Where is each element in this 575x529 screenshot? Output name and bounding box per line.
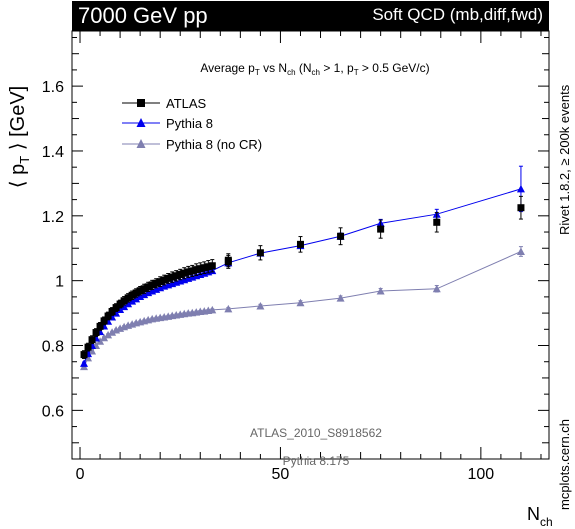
axis-ticks bbox=[72, 31, 549, 460]
legend: ATLAS Pythia 8 Pythia 8 (no CR) bbox=[122, 96, 262, 152]
chart-title: Average pT vs Nch (Nch > 1, pT > 0.5 GeV… bbox=[200, 61, 429, 77]
data-point bbox=[96, 337, 105, 345]
data-point bbox=[152, 279, 160, 287]
data-point bbox=[88, 336, 96, 344]
data-point bbox=[116, 305, 125, 314]
y-tick-label: 0.8 bbox=[42, 339, 64, 356]
data-point bbox=[88, 347, 97, 355]
axis-tick-labels: 0.6 0.8 1 1.2 1.4 1.6 0 50 100 bbox=[42, 79, 495, 483]
data-point bbox=[80, 359, 89, 367]
data-point bbox=[140, 285, 148, 293]
data-point bbox=[192, 266, 200, 274]
data-point bbox=[104, 312, 112, 320]
data-point bbox=[108, 328, 117, 336]
data-point bbox=[377, 225, 385, 233]
data-point bbox=[376, 287, 385, 295]
data-point bbox=[296, 240, 304, 248]
x-tick-label: 0 bbox=[76, 466, 85, 483]
mcplots-label: mcplots.cern.ch bbox=[557, 419, 572, 510]
data-layer bbox=[80, 165, 525, 371]
data-point bbox=[124, 299, 133, 308]
header-banner: 7000 GeV pp Soft QCD (mb,diff,fwd) bbox=[72, 1, 549, 31]
y-tick-label: 1 bbox=[55, 274, 64, 291]
data-point bbox=[196, 265, 204, 273]
legend-label-pythia8: Pythia 8 bbox=[166, 116, 213, 131]
data-point bbox=[132, 289, 140, 297]
rivet-label: Rivet 1.8.2, ≥ 200k events bbox=[557, 84, 572, 235]
data-point bbox=[124, 294, 132, 302]
data-point bbox=[156, 278, 164, 286]
data-point bbox=[108, 307, 116, 315]
data-point bbox=[120, 302, 129, 311]
data-point bbox=[100, 333, 109, 342]
y-tick-label: 1.4 bbox=[42, 144, 64, 161]
data-point bbox=[148, 281, 156, 289]
x-tick-label: 50 bbox=[272, 466, 290, 483]
data-point bbox=[517, 204, 525, 212]
legend-item-atlas: ATLAS bbox=[122, 96, 207, 111]
data-point bbox=[96, 322, 104, 330]
legend-label-atlas: ATLAS bbox=[166, 96, 207, 111]
data-point bbox=[136, 292, 145, 301]
data-point bbox=[84, 343, 92, 351]
data-point bbox=[256, 301, 265, 310]
data-point bbox=[144, 283, 152, 291]
plot-frame bbox=[71, 30, 550, 460]
data-point bbox=[516, 247, 525, 255]
y-tick-label: 0.6 bbox=[42, 403, 64, 420]
data-point bbox=[136, 287, 144, 295]
data-point bbox=[160, 276, 168, 284]
data-point bbox=[140, 290, 149, 299]
series-pythia8_nocr bbox=[80, 246, 525, 371]
data-point bbox=[176, 271, 184, 279]
data-point bbox=[433, 218, 441, 226]
data-point bbox=[100, 317, 108, 325]
analysis-id: ATLAS_2010_S8918562 bbox=[250, 426, 382, 440]
data-point bbox=[180, 269, 188, 277]
data-point bbox=[224, 258, 232, 266]
series-pythia8 bbox=[80, 165, 525, 367]
data-point bbox=[208, 262, 216, 270]
legend-label-pythia8-nocr: Pythia 8 (no CR) bbox=[166, 137, 262, 152]
data-point bbox=[104, 330, 113, 339]
data-point bbox=[200, 264, 208, 272]
data-point bbox=[204, 263, 212, 271]
data-point bbox=[128, 291, 136, 299]
legend-item-pythia8: Pythia 8 bbox=[122, 116, 213, 131]
data-point bbox=[184, 268, 192, 276]
data-point bbox=[120, 297, 128, 305]
data-point bbox=[80, 351, 88, 359]
data-point bbox=[224, 304, 233, 313]
process-label: Soft QCD (mb,diff,fwd) bbox=[372, 5, 543, 24]
data-point bbox=[168, 273, 176, 281]
x-axis-label: Nch bbox=[527, 504, 553, 529]
series-line bbox=[83, 251, 522, 367]
data-point bbox=[516, 184, 525, 193]
legend-item-pythia8-nocr: Pythia 8 (no CR) bbox=[122, 137, 262, 152]
data-point bbox=[188, 267, 196, 275]
y-axis-label: ⟨ pT ⟩ [GeV] bbox=[7, 86, 32, 189]
data-point bbox=[128, 297, 137, 305]
data-point bbox=[336, 294, 345, 302]
data-point bbox=[337, 232, 345, 240]
series-line bbox=[83, 188, 522, 364]
data-point bbox=[92, 329, 100, 337]
generator-version: Pythia 8.175 bbox=[283, 454, 350, 468]
data-point bbox=[256, 249, 264, 257]
data-point bbox=[112, 304, 120, 312]
data-point bbox=[296, 298, 305, 307]
data-point bbox=[208, 305, 217, 314]
data-point bbox=[432, 284, 441, 293]
data-point bbox=[172, 272, 180, 280]
data-point bbox=[116, 300, 124, 308]
y-tick-label: 1.2 bbox=[42, 209, 64, 226]
series-atlas bbox=[80, 195, 525, 359]
x-tick-label: 100 bbox=[468, 466, 495, 483]
y-tick-label: 1.6 bbox=[42, 79, 64, 96]
energy-label: 7000 GeV pp bbox=[78, 3, 208, 28]
data-point bbox=[132, 294, 141, 303]
data-point bbox=[164, 274, 172, 282]
